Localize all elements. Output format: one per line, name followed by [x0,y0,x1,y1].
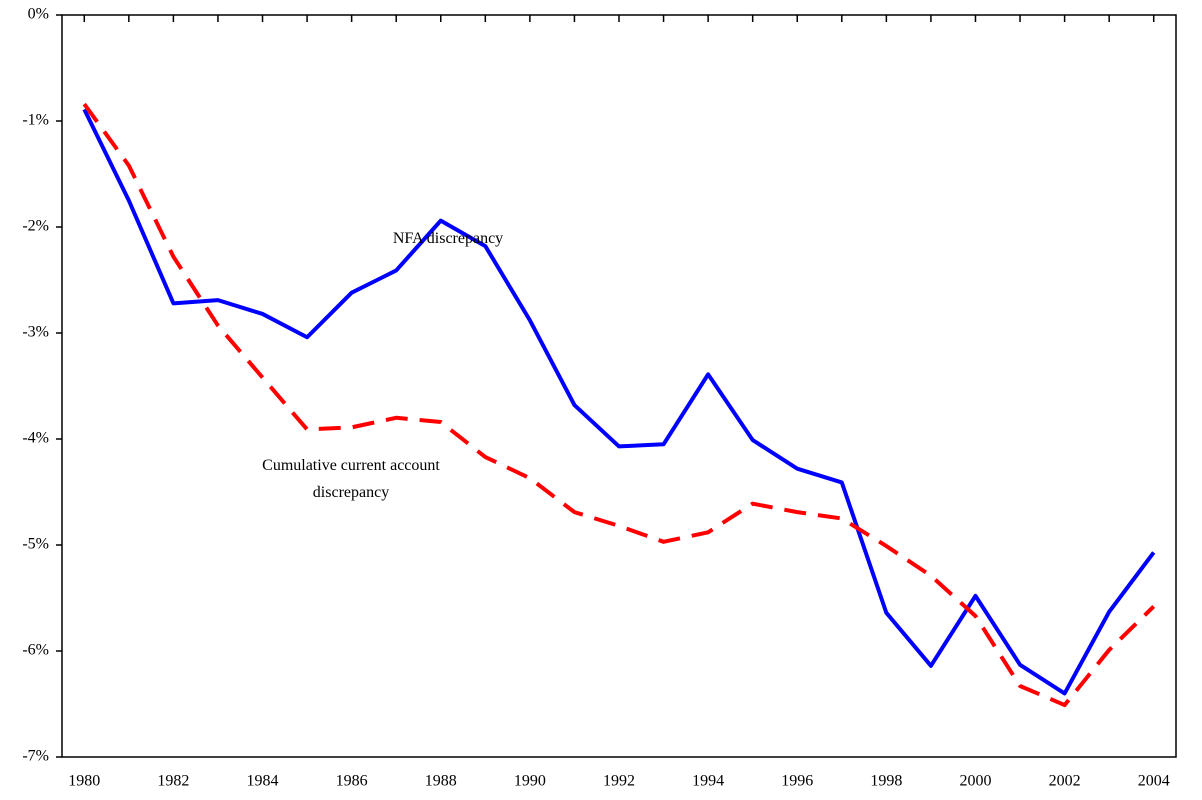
y-tick-label: -6% [22,642,49,659]
y-tick-label: -1% [22,112,49,129]
x-tick-label: 1986 [336,773,368,790]
x-tick-label: 1990 [514,773,546,790]
x-tick-label: 1982 [157,773,189,790]
y-tick-label: -2% [22,218,49,235]
x-tick-label: 2000 [959,773,991,790]
x-tick-label: 2002 [1049,773,1081,790]
x-tick-label: 1998 [870,773,902,790]
y-tick-label: -4% [22,430,49,447]
x-tick-label: 1980 [68,773,100,790]
x-tick-label: 1984 [247,773,279,790]
line-series [82,108,1156,696]
x-tick-label: 2004 [1138,773,1170,790]
y-tick-label: -5% [22,536,49,553]
y-tick-label: -7% [22,748,49,765]
x-tick-label: 1992 [603,773,635,790]
x-tick-label: 1988 [425,773,457,790]
line-series [82,102,1156,708]
x-tick-label: 1994 [692,773,724,790]
y-tick-label: 0% [28,6,49,23]
y-tick-label: -3% [22,324,49,341]
series-annotation: Cumulative current account discrepancy [262,457,440,501]
series-annotation: NFA discrepancy [392,230,504,247]
x-tick-label: 1996 [781,773,813,790]
